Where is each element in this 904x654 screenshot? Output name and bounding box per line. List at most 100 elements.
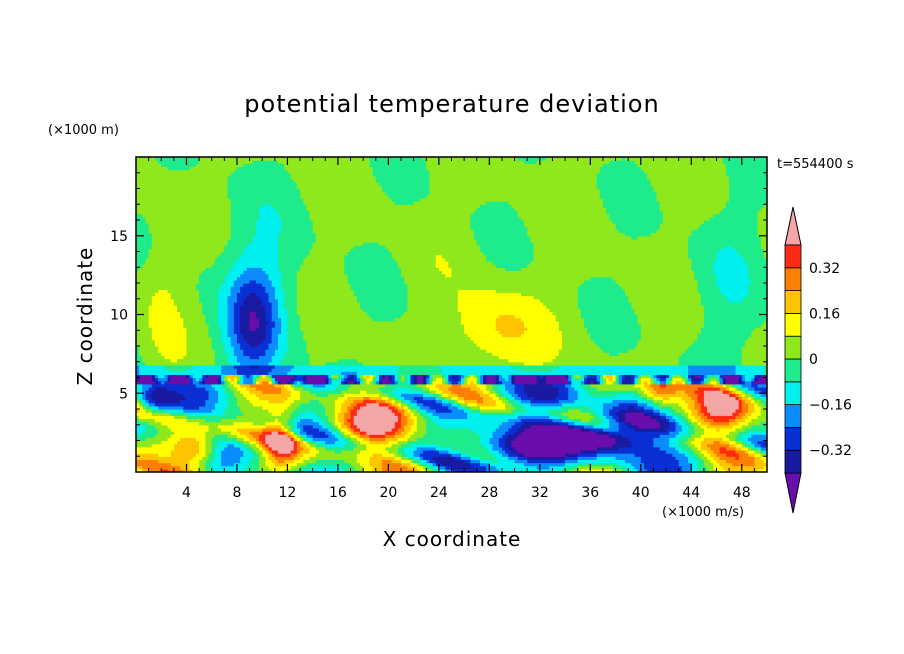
field-cell: [609, 424, 620, 429]
field-cell: [265, 305, 273, 309]
field-cell: [142, 390, 147, 394]
field-cell: [498, 377, 506, 382]
field-cell: [426, 462, 434, 467]
field-cell: [265, 336, 273, 341]
field-cell: [177, 305, 203, 309]
field-cell: [445, 257, 487, 262]
field-cell: [467, 377, 478, 382]
field-cell: [136, 264, 143, 268]
field-cell: [221, 383, 229, 388]
field-cell: [186, 336, 213, 341]
field-cell: [419, 462, 427, 467]
field-cell: [259, 440, 263, 445]
field-cell: [385, 437, 399, 442]
field-cell: [246, 465, 260, 470]
field-cell: [388, 374, 393, 379]
field-cell: [274, 418, 279, 423]
field-cell: [344, 260, 399, 265]
field-cell: [549, 465, 566, 470]
field-cell: [460, 377, 465, 382]
field-cell: [211, 339, 222, 344]
field-cell: [457, 399, 465, 404]
field-cell: [151, 412, 172, 416]
field-cell: [748, 336, 767, 341]
field-cell: [136, 456, 194, 460]
field-cell: [287, 336, 304, 341]
field-cell: [164, 355, 184, 360]
field-cell: [457, 396, 465, 401]
field-cell: [318, 399, 336, 404]
field-cell: [199, 465, 207, 470]
field-cell: [397, 409, 405, 413]
field-cell: [274, 295, 285, 300]
field-cell: [760, 393, 767, 397]
field-cell: [407, 405, 412, 410]
field-cell: [145, 361, 216, 366]
field-cell: [520, 402, 531, 407]
field-cell: [154, 399, 181, 404]
field-cell: [713, 264, 749, 268]
field-cell: [486, 374, 497, 379]
field-cell: [208, 453, 216, 457]
field-cell: [293, 437, 298, 442]
field-cell: [262, 374, 266, 379]
field-cell: [416, 446, 437, 451]
field-cell: [751, 434, 767, 438]
field-cell: [580, 449, 598, 454]
field-cell: [609, 213, 664, 218]
field-cell: [344, 412, 352, 416]
field-cell: [744, 412, 752, 416]
field-cell: [281, 279, 298, 284]
field-cell: [647, 380, 651, 385]
field-cell: [609, 431, 670, 435]
field-cell: [259, 355, 273, 360]
field-cell: [214, 260, 235, 265]
field-cell: [271, 301, 279, 306]
field-cell: [252, 434, 260, 438]
field-cell: [306, 440, 311, 445]
field-cell: [716, 427, 721, 432]
field-cell: [599, 374, 604, 379]
field-cell: [476, 207, 516, 212]
field-cell: [479, 462, 490, 467]
field-cell: [293, 374, 298, 379]
field-cell: [350, 424, 358, 429]
field-cell: [296, 286, 352, 290]
field-cell: [218, 305, 229, 309]
field-cell: [271, 339, 279, 344]
field-cell: [577, 456, 598, 460]
field-cell: [716, 380, 721, 385]
field-cell: [142, 383, 153, 388]
field-cell: [208, 327, 222, 331]
field-cell: [735, 437, 743, 442]
field-cell: [606, 380, 614, 385]
field-cell: [230, 292, 238, 297]
field-cell: [688, 346, 743, 350]
field-cell: [404, 405, 408, 410]
field-cell: [325, 446, 355, 451]
field-cell: [707, 456, 714, 460]
field-cell: [694, 374, 702, 379]
field-cell: [445, 468, 453, 472]
field-cell: [751, 399, 755, 404]
field-cell: [587, 421, 601, 426]
field-cell: [530, 238, 689, 243]
field-cell: [748, 415, 759, 420]
field-cell: [199, 295, 219, 300]
field-cell: [410, 399, 418, 404]
field-cell: [249, 317, 260, 322]
field-cell: [757, 468, 767, 472]
field-cell: [710, 412, 733, 416]
field-cell: [341, 465, 355, 470]
field-cell: [353, 380, 358, 385]
field-cell: [391, 402, 399, 407]
field-cell: [167, 437, 181, 442]
field-cell: [442, 393, 449, 397]
field-cell: [142, 213, 232, 218]
field-cell: [277, 213, 311, 218]
field-cell: [230, 286, 241, 290]
field-cell: [596, 185, 655, 190]
field-cell: [303, 374, 307, 379]
field-cell: [360, 405, 389, 410]
field-cell: [735, 446, 743, 451]
